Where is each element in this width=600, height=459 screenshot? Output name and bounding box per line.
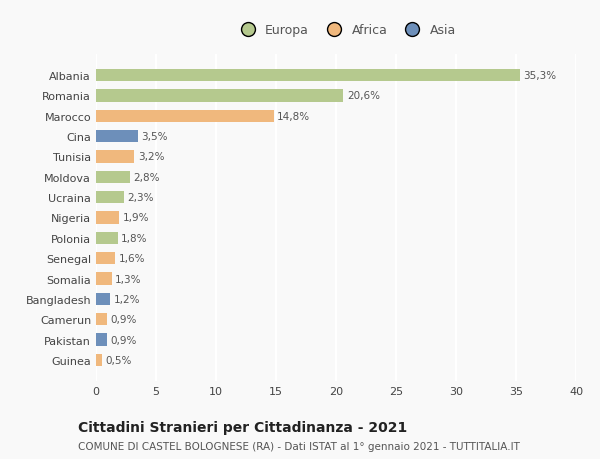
Text: COMUNE DI CASTEL BOLOGNESE (RA) - Dati ISTAT al 1° gennaio 2021 - TUTTITALIA.IT: COMUNE DI CASTEL BOLOGNESE (RA) - Dati I… <box>78 441 520 451</box>
Text: 2,8%: 2,8% <box>133 173 160 182</box>
Bar <box>96 70 520 82</box>
Bar <box>96 111 274 123</box>
Text: 35,3%: 35,3% <box>523 71 556 81</box>
Text: 3,5%: 3,5% <box>142 132 168 142</box>
Bar <box>96 273 112 285</box>
Bar <box>96 212 119 224</box>
Text: 0,9%: 0,9% <box>110 314 137 325</box>
Text: 2,3%: 2,3% <box>127 193 154 203</box>
Bar <box>96 334 107 346</box>
Text: 0,9%: 0,9% <box>110 335 137 345</box>
Bar <box>96 313 107 325</box>
Text: Cittadini Stranieri per Cittadinanza - 2021: Cittadini Stranieri per Cittadinanza - 2… <box>78 420 407 434</box>
Legend: Europa, Africa, Asia: Europa, Africa, Asia <box>230 19 461 42</box>
Bar <box>96 252 115 265</box>
Text: 1,3%: 1,3% <box>115 274 142 284</box>
Bar <box>96 131 138 143</box>
Bar <box>96 90 343 102</box>
Text: 1,8%: 1,8% <box>121 233 148 243</box>
Text: 0,5%: 0,5% <box>106 355 132 365</box>
Bar <box>96 151 134 163</box>
Text: 14,8%: 14,8% <box>277 112 310 122</box>
Text: 1,6%: 1,6% <box>119 254 145 263</box>
Bar <box>96 192 124 204</box>
Bar <box>96 171 130 184</box>
Text: 1,9%: 1,9% <box>122 213 149 223</box>
Bar <box>96 293 110 305</box>
Bar <box>96 354 102 366</box>
Bar <box>96 232 118 244</box>
Text: 1,2%: 1,2% <box>114 294 140 304</box>
Text: 20,6%: 20,6% <box>347 91 380 101</box>
Text: 3,2%: 3,2% <box>138 152 164 162</box>
